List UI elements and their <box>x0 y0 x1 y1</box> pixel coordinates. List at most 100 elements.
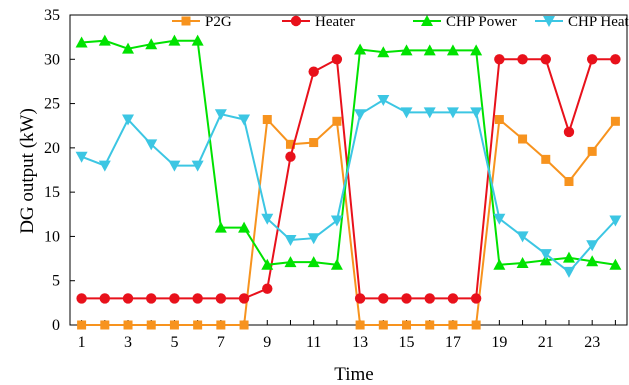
point-heater <box>586 54 598 65</box>
point-chp-heat <box>214 109 227 121</box>
point-chp-power <box>261 258 274 270</box>
point-heater <box>76 293 87 304</box>
point-p2g <box>378 320 388 330</box>
point-heater <box>563 126 575 138</box>
y-tick-label: 5 <box>52 273 60 290</box>
point-chp-power <box>586 255 599 267</box>
point-p2g <box>262 115 272 125</box>
point-chp-power <box>400 44 413 56</box>
y-tick-label: 25 <box>44 96 60 113</box>
legend: P2G Heater CHP Power CHP Heat <box>172 14 629 30</box>
x-tick-label: 11 <box>306 334 321 351</box>
series-line-heater <box>81 57 616 300</box>
point-chp-power <box>446 44 459 56</box>
point-chp-power <box>122 42 135 54</box>
x-tick-label: 3 <box>124 334 132 351</box>
series-chp-power <box>75 34 622 270</box>
point-chp-heat <box>516 231 529 243</box>
point-p2g <box>494 115 504 125</box>
point-heater <box>517 54 528 65</box>
point-chp-heat <box>446 107 459 119</box>
x-tick-label: 1 <box>78 334 86 351</box>
point-p2g <box>169 320 179 330</box>
point-chp-power <box>609 258 622 270</box>
point-chp-heat <box>145 139 158 151</box>
point-heater <box>308 66 319 77</box>
point-p2g <box>610 116 620 126</box>
point-heater <box>238 293 250 304</box>
point-chp-heat <box>261 213 274 225</box>
point-chp-heat <box>75 151 88 163</box>
point-chp-heat <box>493 213 506 225</box>
point-p2g <box>146 320 156 330</box>
y-tick-label: 20 <box>44 140 60 157</box>
point-chp-power <box>470 44 483 56</box>
legend-item-p2g: P2G <box>172 14 232 30</box>
series-line-chp-power <box>81 39 616 266</box>
point-heater <box>447 293 459 304</box>
x-tick-label: 15 <box>399 334 415 351</box>
point-chp-power <box>330 258 343 270</box>
point-chp-heat <box>191 160 204 172</box>
x-tick-label: 23 <box>584 334 600 351</box>
legend-label: Heater <box>315 14 355 30</box>
point-chp-heat <box>307 233 320 245</box>
x-axis-label: Time <box>334 364 373 385</box>
point-chp-power <box>168 34 181 46</box>
point-p2g <box>77 320 87 330</box>
point-p2g <box>332 116 342 126</box>
point-chp-heat <box>238 114 251 126</box>
point-chp-heat <box>122 114 135 126</box>
x-tick-label: 13 <box>352 334 368 351</box>
x-tick-label: 21 <box>538 334 554 351</box>
point-p2g <box>471 320 481 330</box>
point-heater <box>285 151 296 162</box>
point-chp-power <box>354 43 367 55</box>
x-tick-label: 7 <box>217 334 225 351</box>
point-heater <box>401 293 412 304</box>
point-p2g <box>123 320 133 330</box>
point-p2g <box>239 320 249 330</box>
point-heater <box>262 283 273 294</box>
point-p2g <box>425 320 435 330</box>
point-p2g <box>216 320 226 330</box>
point-p2g <box>100 320 110 330</box>
legend-swatch-marker <box>290 15 302 27</box>
point-chp-heat <box>400 107 413 119</box>
point-chp-heat <box>539 249 552 261</box>
point-chp-power <box>75 36 88 48</box>
point-heater <box>470 293 482 304</box>
y-tick-label: 15 <box>44 184 60 201</box>
point-chp-heat <box>562 266 575 278</box>
point-chp-heat <box>586 240 599 252</box>
y-axis-label: DG output (kW) <box>17 108 38 234</box>
point-p2g <box>448 320 458 330</box>
x-tick-label: 9 <box>263 334 271 351</box>
legend-label: CHP Heat <box>568 14 629 30</box>
point-heater <box>146 293 157 304</box>
point-p2g <box>541 154 551 164</box>
point-chp-power <box>493 258 506 270</box>
point-chp-power <box>98 34 111 46</box>
y-tick-label: 0 <box>52 317 60 334</box>
x-tick-label: 5 <box>170 334 178 351</box>
point-chp-heat <box>284 234 297 246</box>
point-chp-power <box>307 256 320 268</box>
series-heater <box>76 54 621 304</box>
point-heater <box>540 54 551 65</box>
plot-frame <box>69 14 628 326</box>
point-chp-heat <box>377 95 390 107</box>
point-p2g <box>285 139 295 149</box>
point-chp-heat <box>98 160 111 172</box>
legend-swatch-marker <box>543 16 555 27</box>
point-heater <box>99 293 111 304</box>
point-chp-power <box>516 257 529 268</box>
y-tick-label: 35 <box>44 7 60 24</box>
point-p2g <box>193 320 203 330</box>
point-p2g <box>587 146 597 156</box>
legend-label: P2G <box>205 14 232 30</box>
point-chp-heat <box>354 109 367 121</box>
point-chp-heat <box>470 107 483 119</box>
point-chp-power <box>214 221 227 233</box>
